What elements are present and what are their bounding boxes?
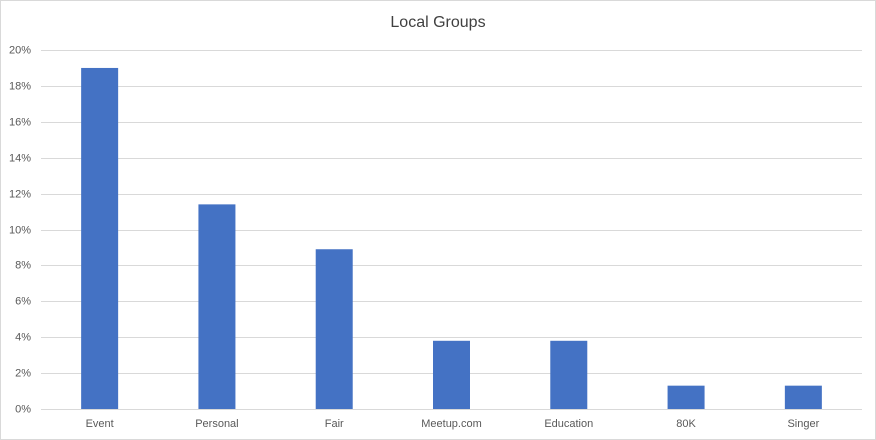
x-tick-label: Personal [195,418,238,430]
x-tick-label: Event [86,418,114,430]
y-tick-label: 6% [15,295,31,307]
bar [784,385,822,409]
chart-title: Local Groups [390,14,485,31]
y-tick-label: 12% [9,188,31,200]
x-tick-label: Singer [787,418,819,430]
y-tick-label: 2% [15,367,31,379]
y-tick-label: 16% [9,116,31,128]
bar [433,340,470,409]
x-tick-label: Meetup.com [421,418,482,430]
y-tick-label: 14% [9,152,31,164]
bar [667,385,705,409]
bar [81,67,119,409]
y-tick-label: 4% [15,331,31,343]
x-tick-label: 80K [676,418,696,430]
bar [198,204,236,409]
x-tick-label: Fair [325,418,344,430]
y-tick-label: 0% [15,403,31,415]
bar [315,249,353,409]
y-tick-label: 8% [15,259,31,271]
bar [550,340,588,409]
x-tick-label: Education [544,418,593,430]
y-tick-label: 10% [9,224,31,236]
y-tick-label: 20% [9,44,31,56]
y-tick-label: 18% [9,80,31,92]
